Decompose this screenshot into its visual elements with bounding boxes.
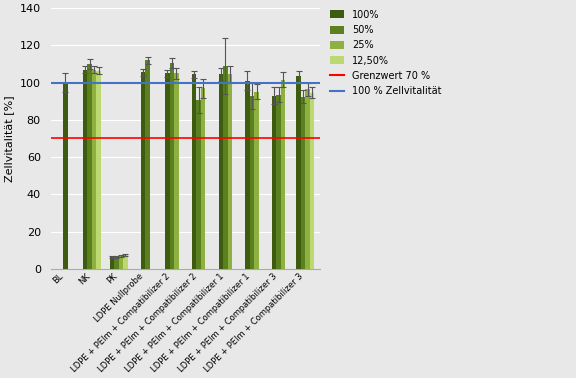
Bar xyxy=(296,76,301,269)
Bar xyxy=(141,73,145,269)
Bar xyxy=(165,73,170,269)
Bar xyxy=(92,70,96,269)
Bar xyxy=(196,100,201,269)
Bar xyxy=(245,81,250,269)
Bar xyxy=(109,257,114,269)
Bar xyxy=(96,71,101,269)
Bar xyxy=(310,93,314,269)
Bar xyxy=(63,83,67,269)
Bar xyxy=(170,63,174,269)
Bar xyxy=(174,73,179,269)
Bar xyxy=(145,60,150,269)
Bar xyxy=(301,97,305,269)
Bar xyxy=(272,96,276,269)
Bar xyxy=(281,80,286,269)
Bar xyxy=(254,92,259,269)
Bar xyxy=(88,64,92,269)
Bar xyxy=(119,256,123,269)
Bar xyxy=(305,89,310,269)
Bar xyxy=(223,66,228,269)
Bar xyxy=(192,74,196,269)
Bar xyxy=(276,95,281,269)
Bar xyxy=(201,88,206,269)
Bar xyxy=(83,70,88,269)
Legend: 100%, 50%, 25%, 12,50%, Grenzwert 70 %, 100 % Zellvitalität: 100%, 50%, 25%, 12,50%, Grenzwert 70 %, … xyxy=(328,8,444,98)
Bar xyxy=(114,257,119,269)
Bar xyxy=(250,96,254,269)
Y-axis label: Zellvitalität [%]: Zellvitalität [%] xyxy=(4,95,14,182)
Bar xyxy=(228,74,232,269)
Bar xyxy=(218,74,223,269)
Bar xyxy=(123,255,128,269)
